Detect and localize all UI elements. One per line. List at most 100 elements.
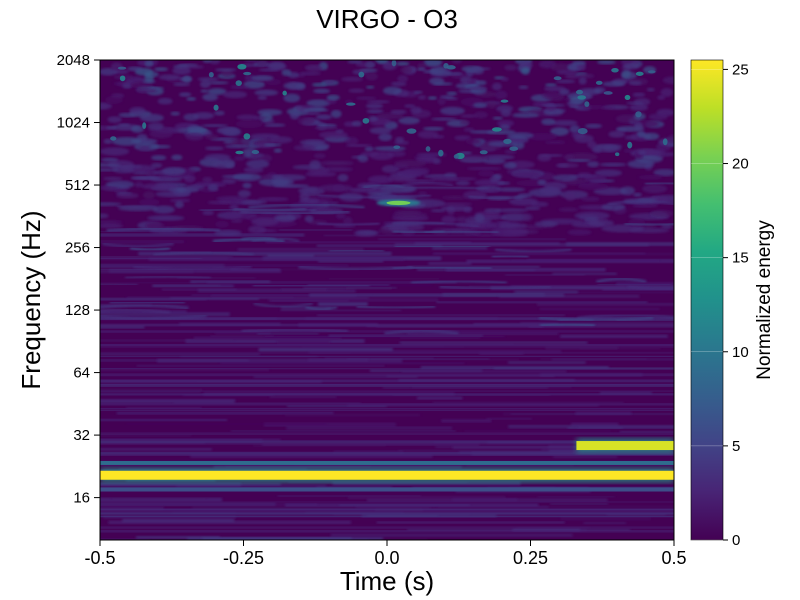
noise-blotch — [390, 109, 407, 115]
noise-arc — [491, 253, 529, 259]
noise-blotch — [369, 127, 392, 135]
noise-line — [100, 330, 674, 333]
noise-blotch — [432, 82, 453, 86]
noise-speck — [391, 60, 397, 67]
noise-blotch — [244, 60, 260, 63]
noise-blotch — [624, 135, 638, 140]
noise-speck — [479, 150, 488, 155]
noise-blotch — [375, 60, 389, 64]
noise-blotch — [174, 201, 184, 209]
noise-streak — [265, 241, 472, 244]
noise-blotch — [400, 65, 413, 75]
noise-blotch — [427, 96, 438, 101]
noise-streak — [432, 401, 624, 403]
noise-blotch — [469, 86, 488, 90]
noise-line — [100, 440, 674, 444]
noise-blotch — [171, 154, 183, 161]
noise-arc — [233, 207, 307, 213]
noise-line — [100, 453, 674, 457]
noise-line — [100, 318, 674, 321]
noise-arc — [248, 203, 365, 210]
noise-blotch — [281, 69, 292, 76]
noise-blotch — [209, 60, 221, 65]
noise-blotch — [158, 74, 181, 81]
noise-blotch — [621, 70, 631, 78]
noise-line — [100, 373, 674, 377]
noise-line — [100, 486, 674, 489]
noise-streak — [100, 240, 185, 243]
noise-blotch — [183, 174, 196, 183]
noise-streak — [286, 426, 453, 430]
noise-line — [100, 464, 674, 466]
noise-blotch — [526, 132, 557, 141]
noise-speck — [282, 90, 287, 96]
noise-arc — [439, 284, 551, 291]
x-tick-label: -0.5 — [84, 548, 115, 568]
noise-blotch — [642, 184, 668, 194]
noise-blotch — [139, 198, 160, 207]
noise-streak — [100, 264, 349, 267]
colorbar-tick-label: 0 — [732, 532, 740, 549]
noise-streak — [197, 288, 356, 293]
noise-blotch — [218, 127, 237, 134]
noise-streak — [100, 269, 194, 274]
noise-blotch — [236, 114, 258, 121]
noise-blotch — [368, 115, 379, 122]
noise-speck — [406, 128, 417, 134]
noise-line — [100, 452, 674, 455]
noise-streak — [428, 261, 472, 265]
noise-arc — [316, 221, 380, 227]
noise-blotch — [100, 186, 120, 190]
noise-line — [100, 368, 674, 370]
noise-blotch — [646, 87, 655, 92]
y-tick-label: 128 — [65, 302, 90, 319]
noise-blotch — [578, 77, 587, 85]
noise-blotch — [627, 159, 655, 169]
noise-blotch — [127, 66, 143, 72]
noise-blotch — [555, 162, 579, 168]
noise-line — [100, 316, 674, 320]
noise-blotch — [620, 186, 635, 196]
noise-streak — [317, 314, 565, 317]
noise-streak — [510, 413, 674, 415]
noise-speck — [509, 146, 519, 151]
noise-speck — [453, 154, 459, 159]
noise-blotch — [388, 176, 417, 183]
noise-line — [100, 501, 674, 503]
noise-blotch — [499, 124, 511, 131]
noise-blotch — [497, 120, 515, 127]
noise-arc — [624, 222, 674, 227]
noise-streak — [269, 396, 337, 399]
noise-blotch — [289, 111, 300, 120]
noise-blotch — [202, 210, 215, 216]
noise-streak — [156, 358, 403, 363]
noise-streak — [411, 386, 572, 389]
noise-blotch — [395, 136, 405, 143]
noise-blotch — [169, 198, 191, 203]
noise-streak — [437, 505, 674, 508]
colorbar-tick-label: 25 — [732, 61, 749, 78]
noise-blotch — [105, 95, 123, 105]
noise-speck — [575, 89, 584, 95]
noise-blotch — [541, 118, 556, 126]
noise-blotch — [508, 197, 539, 206]
noise-arc — [392, 229, 445, 235]
noise-streak — [394, 243, 650, 247]
noise-blotch — [100, 202, 122, 207]
noise-streak — [448, 248, 608, 250]
noise-arc — [100, 307, 171, 315]
noise-blotch — [632, 203, 659, 208]
noise-speck — [438, 149, 444, 157]
noise-streak — [100, 447, 212, 451]
noise-blotch — [543, 85, 566, 92]
x-axis-label: Time (s) — [340, 566, 434, 596]
noise-blotch — [147, 122, 164, 131]
noise-streak — [109, 268, 282, 273]
noise-blotch — [588, 219, 614, 227]
noise-blotch — [315, 114, 332, 120]
noise-streak — [100, 434, 192, 437]
noise-blotch — [365, 103, 384, 109]
noise-blotch — [491, 82, 502, 91]
noise-blotch — [297, 117, 315, 126]
noise-blotch — [463, 127, 475, 132]
